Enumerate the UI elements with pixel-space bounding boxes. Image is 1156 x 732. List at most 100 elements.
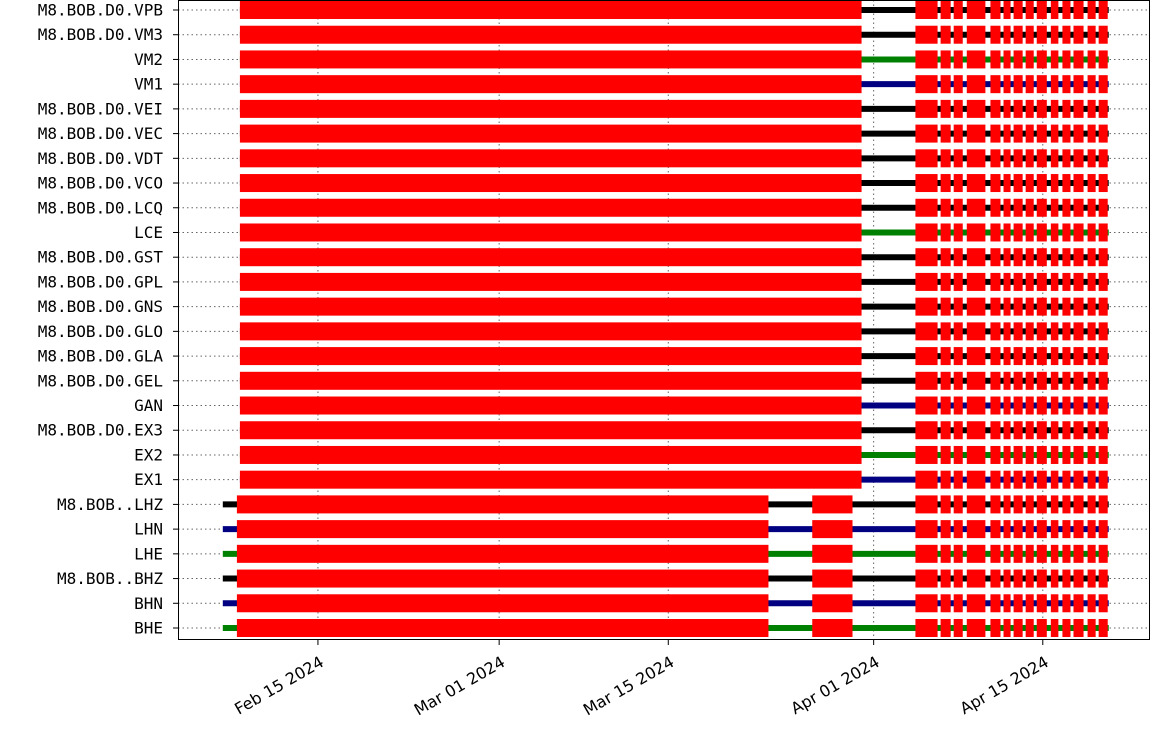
gap [1062,297,1071,316]
gap [1025,223,1034,242]
gap [1062,248,1071,267]
x-tick-label: Apr 15 2024 [957,652,1052,718]
gap [1087,198,1096,217]
gap [940,594,951,613]
gap [990,25,1001,44]
gap [1062,99,1071,118]
y-tick-label: EX2 [134,445,163,464]
gap [1087,569,1096,588]
gap [966,421,986,440]
gap [1087,594,1096,613]
gap [1003,322,1011,341]
gap [1073,371,1084,390]
gap [1025,495,1034,514]
gap [966,25,986,44]
gap [1025,149,1034,168]
gap [1036,371,1047,390]
gap [1073,347,1084,366]
gap [1013,495,1023,514]
gap [1036,174,1047,193]
gap [966,396,986,415]
gap [1025,347,1034,366]
gap [966,347,986,366]
gap [1073,198,1084,217]
gap [953,470,963,489]
gap [953,322,963,341]
gap [1013,445,1023,464]
gap [1036,50,1047,69]
y-tick-label: VM1 [134,75,163,94]
gap [940,421,951,440]
gap [1013,569,1023,588]
gap [940,445,951,464]
gap [966,619,986,637]
gap [1036,421,1047,440]
gap [1025,520,1034,539]
gap [966,495,986,514]
gap [1098,75,1108,94]
gap [1025,248,1034,267]
gap [1013,1,1023,19]
gap [953,347,963,366]
gap [990,297,1001,316]
gap [1098,248,1108,267]
gap [1036,198,1047,217]
gap [1087,396,1096,415]
gap [966,50,986,69]
y-tick-label: M8.BOB..BHZ [57,569,163,588]
gap [1062,25,1071,44]
gap [990,619,1001,637]
gap [915,594,938,613]
gap [239,322,862,341]
gap [1036,544,1047,563]
gap [953,297,963,316]
gap [1050,25,1059,44]
gap [1050,223,1059,242]
gap [940,371,951,390]
gap [1003,544,1011,563]
gap [915,198,938,217]
gap [1050,75,1059,94]
gap [1025,1,1034,19]
y-tick-label: M8.BOB.D0.VEI [38,99,163,118]
gap [1062,569,1071,588]
gap [953,124,963,143]
gap [1003,371,1011,390]
gap [915,445,938,464]
gap [236,520,769,539]
gap [1025,594,1034,613]
gap [1025,75,1034,94]
gap [1087,50,1096,69]
gap [915,149,938,168]
gap [239,248,862,267]
gap [990,75,1001,94]
y-tick-label: EX1 [134,470,163,489]
gap [990,1,1001,19]
gap [1050,421,1059,440]
gap [1073,272,1084,291]
gap [1087,124,1096,143]
gap [1062,75,1071,94]
gap [1003,1,1011,19]
gap [915,124,938,143]
gap [239,272,862,291]
gap [239,174,862,193]
gap [990,198,1001,217]
gap [953,520,963,539]
gap [1087,445,1096,464]
gap [1013,470,1023,489]
gap [1013,174,1023,193]
gap [1098,198,1108,217]
gap [812,619,853,637]
gap [1013,223,1023,242]
gap [1087,248,1096,267]
gap [1036,347,1047,366]
gap [1073,99,1084,118]
gap [1073,544,1084,563]
gap [1050,396,1059,415]
gap [236,594,769,613]
gap [1062,544,1071,563]
gap [1013,544,1023,563]
gap [953,495,963,514]
gap [915,421,938,440]
